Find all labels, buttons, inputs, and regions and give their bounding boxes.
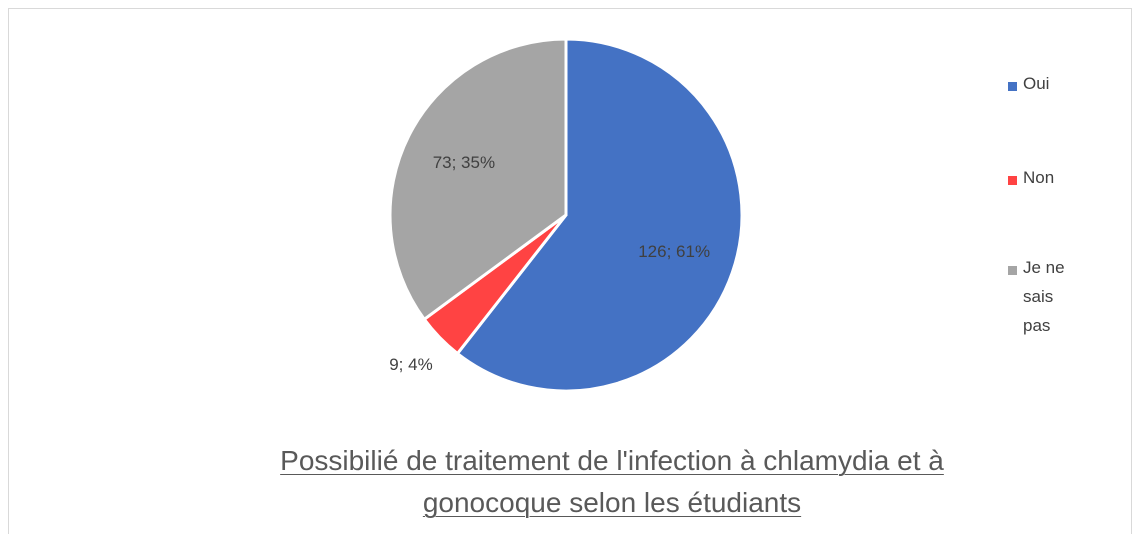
legend-swatch (1008, 82, 1017, 91)
pie-slice (388, 37, 568, 322)
legend-item: Je ne sais pas (1008, 258, 1073, 340)
legend-label: Non (1023, 168, 1055, 187)
data-label: 73; 35% (433, 153, 495, 172)
pie-slice (455, 37, 744, 393)
legend-swatch (1008, 176, 1017, 185)
chart-title: Possibilié de traitement de l'infection … (280, 445, 944, 518)
legend-label: Oui (1023, 74, 1050, 93)
legend-item: Non (1008, 168, 1073, 192)
chart-frame (8, 8, 1132, 534)
legend-swatch (1008, 266, 1017, 275)
legend-label: Je ne sais pas (1023, 258, 1065, 335)
data-label: 126; 61% (638, 242, 710, 261)
legend-item: Oui (1008, 74, 1073, 98)
data-label: 9; 4% (389, 355, 432, 374)
